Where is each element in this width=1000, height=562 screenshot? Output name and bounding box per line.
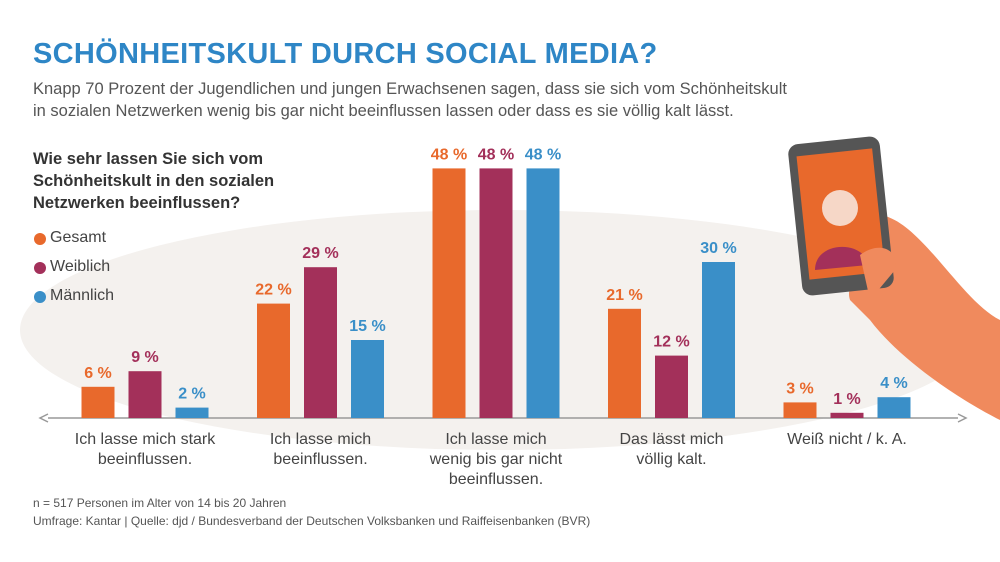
bar — [830, 412, 864, 418]
bar — [526, 168, 560, 418]
phone-illustration — [788, 136, 1000, 420]
bar — [257, 303, 290, 418]
bar — [479, 168, 513, 418]
bar — [877, 397, 911, 418]
footnote: Umfrage: Kantar | Quelle: djd / Bundesve… — [33, 514, 591, 528]
value-label: 22 % — [255, 282, 291, 299]
category-label: Ich lasse mich beeinflussen. — [269, 431, 372, 468]
value-label: 48 % — [478, 146, 514, 163]
category-label: Weiß nicht / k. A. — [787, 431, 907, 448]
question: Wie sehr lassen Sie sich vom Schönheitsk… — [33, 150, 275, 212]
value-label: 9 % — [131, 349, 159, 366]
value-label: 2 % — [178, 386, 206, 403]
value-label: 29 % — [302, 245, 338, 262]
legend-marker — [34, 291, 46, 303]
value-label: 1 % — [833, 391, 861, 408]
bar — [608, 308, 641, 418]
baseline-arrows — [38, 413, 968, 423]
category-label: Ich lasse mich wenig bis gar nicht beein… — [429, 431, 563, 488]
legend-marker — [34, 262, 46, 274]
category-label: Ich lasse mich stark beeinflussen. — [74, 431, 216, 468]
legend-label: Weiblich — [50, 258, 111, 275]
value-label: 15 % — [349, 318, 385, 335]
bar — [81, 386, 115, 418]
category-label: Das lässt mich völlig kalt. — [619, 431, 724, 468]
bar — [432, 168, 466, 418]
bar — [175, 407, 209, 418]
title: SCHÖNHEITSKULT DURCH SOCIAL MEDIA? — [33, 38, 658, 70]
value-label: 6 % — [84, 365, 112, 382]
value-label: 48 % — [431, 146, 467, 163]
subtitle: Knapp 70 Prozent der Jugendlichen und ju… — [33, 80, 787, 120]
footnote: n = 517 Personen im Alter von 14 bis 20 … — [33, 496, 287, 510]
value-label: 30 % — [700, 240, 736, 257]
bar — [304, 267, 337, 418]
value-label: 3 % — [786, 380, 814, 397]
value-label: 4 % — [880, 375, 908, 392]
value-label: 12 % — [653, 334, 689, 351]
legend-label: Gesamt — [50, 229, 107, 246]
legend-label: Männlich — [50, 287, 115, 304]
bar — [128, 371, 162, 418]
value-label: 48 % — [525, 146, 561, 163]
value-label: 21 % — [606, 287, 642, 304]
bar — [351, 340, 384, 418]
legend-marker — [34, 233, 46, 245]
bar — [702, 262, 735, 418]
bar — [783, 402, 817, 418]
bar — [655, 355, 688, 418]
